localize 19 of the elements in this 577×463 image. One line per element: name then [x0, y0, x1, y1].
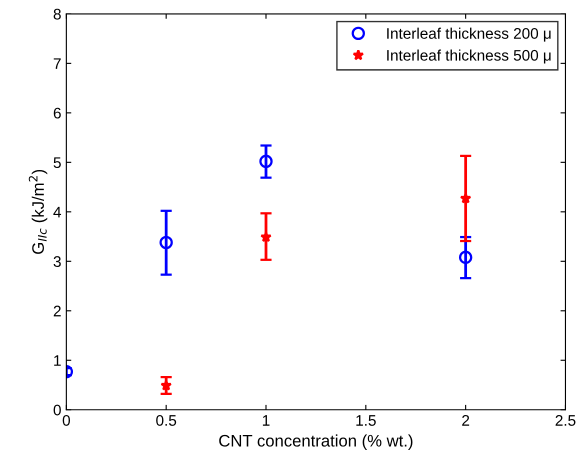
legend-label: Interleaf thickness 500 μ [387, 50, 551, 64]
y-tick-label: 7 [54, 58, 61, 69]
x-tick-label: 0 [62, 415, 70, 426]
legend-label: Interleaf thickness 200 μ [387, 28, 551, 42]
y-tick-label: 4 [53, 206, 62, 218]
y-tick-label: 1 [54, 355, 61, 366]
x-axis-title: CNT concentration (% wt.) [219, 434, 412, 450]
x-tick-label: 2 [462, 415, 470, 426]
y-tick-label: 0 [54, 404, 61, 416]
x-tick-label: 0.5 [156, 415, 176, 426]
x-tick-label: 1.5 [356, 415, 376, 426]
y-tick-label: 3 [54, 256, 61, 267]
y-tick-label: 5 [54, 157, 61, 168]
y-tick-label: 8 [54, 8, 61, 20]
x-tick-label: 2.5 [556, 415, 576, 426]
y-tick-label: 2 [54, 306, 61, 316]
y-tick-label: 6 [54, 108, 61, 119]
y-axis-title: G$_{IIc}$ (kJ/m$^{2}$) [28, 170, 48, 254]
x-tick-label: 1 [262, 415, 270, 426]
